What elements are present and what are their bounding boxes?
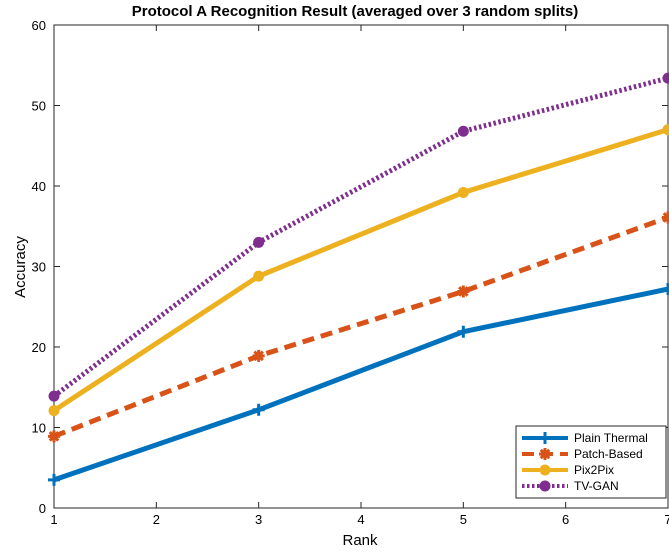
legend: Plain Thermal Patch-Based Pix2Pix TV-GAN: [515, 425, 667, 499]
legend-marker-tv-gan: [539, 480, 551, 492]
x-tick-label: 7: [664, 512, 669, 527]
data-point-tv-gan: [662, 72, 669, 84]
legend-label-plain-thermal: Plain Thermal: [574, 431, 648, 445]
data-point-plain-thermal: [662, 283, 669, 296]
data-point-pix2pix: [48, 405, 60, 417]
series-tv-gan: [48, 72, 669, 402]
series-line-patch-based: [53, 215, 669, 439]
series-line-pix2pix: [52, 127, 669, 413]
data-point-plain-thermal: [48, 473, 60, 486]
data-point-patch-based: [48, 430, 60, 443]
data-point-patch-based: [662, 211, 669, 224]
data-point-pix2pix: [662, 124, 669, 136]
data-point-pix2pix: [253, 270, 265, 282]
y-tick-label: 0: [39, 501, 46, 516]
data-point-tv-gan: [457, 125, 469, 137]
legend-marker-pix2pix: [539, 464, 551, 476]
y-tick-label: 40: [32, 179, 46, 194]
legend-marker-plain-thermal: [539, 432, 551, 444]
chart-title: Protocol A Recognition Result (averaged …: [132, 3, 578, 20]
plot-area: 1 2 3 4 5 6 7 0 10 20 30 40 50 60: [32, 18, 669, 527]
series-pix2pix: [48, 124, 669, 417]
x-tick-label: 6: [562, 512, 569, 527]
legend-label-tv-gan: TV-GAN: [574, 479, 619, 493]
data-point-pix2pix: [457, 186, 469, 198]
x-tick-label: 2: [153, 512, 160, 527]
y-tick-label: 20: [32, 340, 46, 355]
data-point-patch-based: [252, 349, 265, 362]
data-point-tv-gan: [253, 236, 265, 248]
y-axis-label: Accuracy: [12, 236, 29, 298]
data-point-tv-gan: [48, 390, 60, 402]
series-patch-based: [48, 211, 669, 443]
y-tick-label: 50: [32, 99, 46, 114]
x-tick-label: 3: [255, 512, 262, 527]
data-point-plain-thermal: [252, 403, 265, 416]
y-tick-label: 10: [32, 421, 46, 436]
y-tick-label: 30: [32, 260, 46, 275]
y-tick-label: 60: [32, 18, 46, 33]
series-line-tv-gan: [52, 75, 669, 399]
x-tick-label: 4: [357, 512, 364, 527]
x-axis-label: Rank: [342, 532, 378, 549]
legend-label-pix2pix: Pix2Pix: [574, 463, 614, 477]
x-tick-label: 1: [50, 512, 57, 527]
series-plain-thermal: [48, 283, 669, 486]
x-tick-label: 5: [460, 512, 467, 527]
data-point-patch-based: [457, 285, 470, 298]
data-point-plain-thermal: [457, 325, 470, 338]
legend-marker-patch-based: [539, 448, 551, 460]
legend-label-patch-based: Patch-Based: [574, 447, 643, 461]
series-line-plain-thermal: [53, 286, 669, 483]
